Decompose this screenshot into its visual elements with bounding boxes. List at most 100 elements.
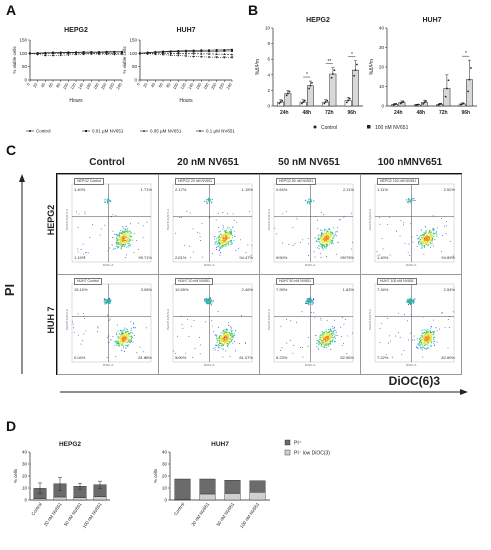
data-dot (395, 102, 398, 105)
event-dot (320, 234, 322, 236)
event-dot (211, 201, 213, 203)
event-dot (421, 238, 423, 241)
event-dot (112, 248, 114, 250)
event-dot (322, 247, 324, 249)
event-dot (124, 344, 126, 346)
x-tick-label: 200 (210, 81, 218, 90)
event-dot (329, 333, 331, 335)
event-dot (325, 242, 327, 245)
event-dot (124, 243, 126, 245)
event-dot (432, 228, 434, 230)
event-dot (409, 301, 411, 303)
event-dot (227, 232, 229, 234)
event-dot (106, 201, 108, 203)
event-dot (127, 346, 129, 348)
event-dot (323, 347, 325, 349)
event-dot (330, 343, 332, 345)
event-dot (109, 301, 111, 303)
event-dot (104, 224, 106, 226)
data-dot (348, 97, 351, 100)
event-dot (324, 233, 326, 235)
event-dot (84, 211, 86, 213)
legend-marker (85, 130, 87, 132)
event-dot (120, 339, 122, 341)
event-dot (175, 352, 177, 354)
data-dot (286, 92, 289, 95)
event-dot (234, 235, 236, 238)
event-dot (318, 344, 320, 346)
x-tick-label: 50 nM NV651 (215, 501, 235, 527)
event-dot (223, 335, 225, 337)
event-dot (426, 341, 428, 344)
event-dot (126, 335, 128, 337)
event-dot (218, 336, 221, 338)
data-dot (330, 76, 333, 79)
event-dot (323, 239, 325, 241)
event-dot (222, 333, 224, 335)
event-dot (320, 235, 322, 237)
event-dot (325, 340, 327, 342)
data-dot (300, 102, 303, 105)
chart-title: HEPG2 (59, 441, 81, 448)
event-dot (316, 339, 318, 341)
event-dot (177, 335, 178, 337)
event-dot (420, 348, 422, 350)
event-dot (323, 240, 325, 242)
event-dot (431, 234, 433, 236)
event-dot (215, 242, 217, 244)
event-dot (124, 337, 126, 340)
column-header: 20 nM NV651 (177, 157, 239, 168)
event-dot (322, 336, 324, 338)
event-dot (426, 339, 428, 341)
data-point (185, 50, 187, 53)
flow-frame (71, 183, 152, 263)
event-dot (173, 350, 175, 352)
event-dot (332, 233, 334, 235)
event-dot (308, 243, 309, 245)
event-dot (224, 239, 226, 241)
event-dot (308, 255, 309, 257)
panel-letter-d: D (6, 418, 17, 434)
event-dot (433, 333, 435, 335)
event-dot (82, 243, 84, 245)
event-dot (321, 241, 323, 243)
event-dot (322, 339, 324, 341)
event-dot (330, 340, 332, 342)
event-dot (325, 343, 327, 345)
event-dot (392, 356, 394, 358)
x-axis-title: Hours (69, 98, 83, 104)
event-dot (123, 328, 125, 331)
event-dot (406, 320, 408, 322)
quadrant-lr-value: 81.07% (239, 355, 253, 360)
legend-marker (313, 125, 317, 129)
event-dot (128, 230, 130, 232)
event-dot (325, 347, 327, 349)
event-dot (433, 233, 435, 235)
event-dot (408, 299, 410, 302)
event-dot (117, 239, 119, 241)
x-tick-label: 120 (69, 81, 77, 90)
event-dot (219, 247, 221, 248)
event-dot (109, 302, 111, 304)
event-dot (111, 215, 113, 217)
event-dot (233, 340, 235, 342)
event-dot (326, 238, 328, 240)
event-dot (127, 235, 129, 237)
event-dot (125, 235, 127, 237)
event-dot (420, 337, 422, 339)
event-dot (127, 340, 129, 342)
event-dot (73, 327, 74, 329)
event-dot (352, 332, 353, 334)
event-dot (118, 336, 120, 339)
data-point (223, 56, 226, 59)
event-dot (329, 328, 331, 330)
event-dot (436, 227, 438, 229)
event-dot (323, 335, 325, 337)
data-point (200, 55, 203, 58)
event-dot (420, 340, 422, 342)
event-dot (218, 235, 220, 238)
event-dot (389, 340, 391, 342)
event-dot (212, 325, 214, 327)
event-dot (411, 339, 413, 341)
